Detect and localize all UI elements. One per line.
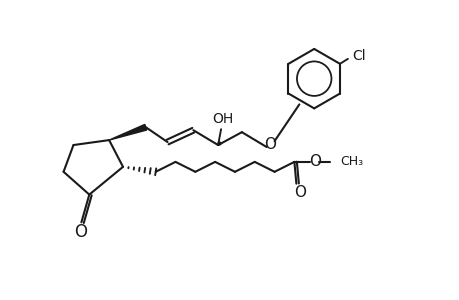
Polygon shape <box>109 124 146 140</box>
Text: O: O <box>74 223 87 241</box>
Text: O: O <box>293 185 305 200</box>
Text: Cl: Cl <box>351 49 364 63</box>
Text: O: O <box>264 136 276 152</box>
Text: O: O <box>308 154 320 169</box>
Text: OH: OH <box>212 112 233 126</box>
Text: CH₃: CH₃ <box>339 155 362 168</box>
